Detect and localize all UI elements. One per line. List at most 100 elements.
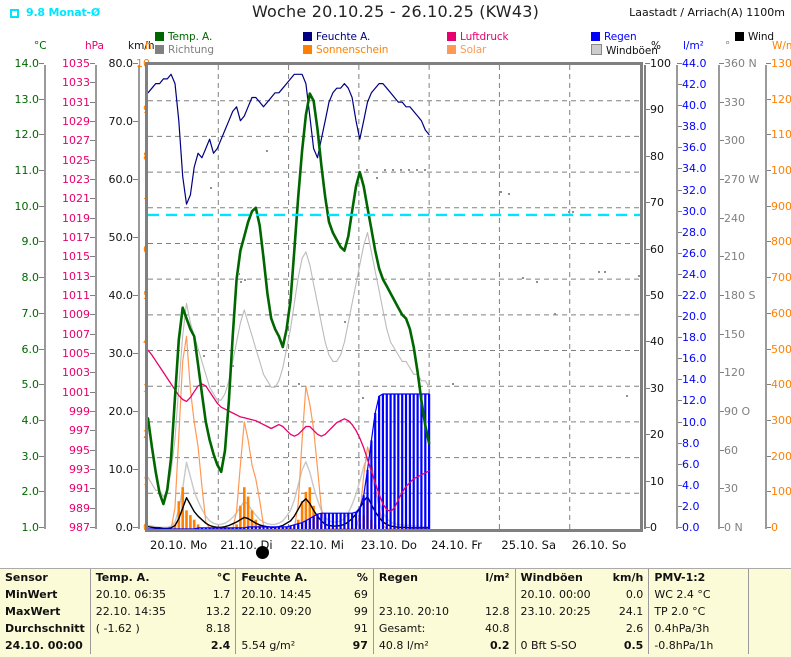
- axis-tick-label: 700: [766, 272, 791, 283]
- table-cell: 2.4: [210, 639, 231, 652]
- legend-label: Feuchte A.: [316, 31, 371, 43]
- axis-tick-label: 1017: [51, 232, 95, 243]
- axis-tick-label: 60: [719, 445, 738, 456]
- x-axis-tick-2: 22.10. Mi: [290, 538, 344, 552]
- axis-tick-label: 40.0: [677, 100, 707, 111]
- table-cell: TP 2.0 °C: [648, 603, 749, 620]
- table-cell: Gesamt:: [372, 620, 470, 637]
- axis-tick-label: 28.0: [677, 227, 707, 238]
- axis-tick-label: 2.0: [0, 486, 44, 497]
- table-row-label: Durchschnitt: [5, 622, 85, 635]
- table-cell: 23.10. 20:25: [514, 603, 607, 620]
- axis-tick-label: 80.0: [94, 58, 138, 69]
- axis-tick-label: 1025: [51, 155, 95, 166]
- x-axis-tick-5: 25.10. Sa: [501, 538, 557, 552]
- axis-tick-label: 8.0: [677, 438, 700, 449]
- axis-tick-label: 300: [766, 415, 791, 426]
- axis-tick-label: 10.0: [94, 464, 138, 475]
- legend-label: Solar: [460, 44, 487, 56]
- legend-label: Temp. A.: [168, 31, 213, 43]
- axis-tick-label: 90 O: [719, 406, 750, 417]
- table-row: 24.10. 00:00 2.4 5.54 g/m² 97 40.8 l/m² 0.2 0 …: [0, 637, 791, 654]
- axis-tick-label: 80: [645, 151, 664, 162]
- axis-tick-label: 3.0: [0, 451, 44, 462]
- axis-tick-label: 1.0: [0, 522, 44, 533]
- table-cell: Regen: [372, 569, 470, 586]
- axis-tick-label: 200: [766, 451, 791, 462]
- legend-swatch-icon: [303, 32, 312, 41]
- legend-swatch-icon: [591, 32, 600, 41]
- table-cell-spacer: [747, 586, 791, 603]
- axis-tick-label: 10: [645, 476, 664, 487]
- weather-chart-plot[interactable]: [145, 62, 643, 532]
- axis-rule: [765, 65, 767, 529]
- axis-tick-label: 26.0: [677, 248, 707, 259]
- table-cell: 0 Bft S-SO: [514, 637, 607, 654]
- table-row: MaxWert 22.10. 14:35 13.2 22.10. 09:20 99 23.…: [0, 603, 791, 620]
- table-cell: 0.4hPa/3h: [648, 620, 749, 637]
- series-regen-cumulative: [148, 393, 430, 529]
- axis-tick-label: 150: [719, 329, 745, 340]
- axis-tick-label: 1003: [51, 367, 95, 378]
- axis-unit-: %: [651, 40, 661, 52]
- legend-label: Windböen: [606, 45, 658, 57]
- axis-unit-lm: l/m²: [683, 40, 704, 52]
- axis-tick-label: 993: [51, 464, 95, 475]
- axis-tick-label: 5.0: [0, 379, 44, 390]
- table-cell: 24.1: [618, 605, 644, 618]
- legend-item-wind[interactable]: Wind: [735, 31, 774, 43]
- legend-label: Wind: [748, 31, 774, 43]
- axis-tick-label: 60.0: [94, 174, 138, 185]
- axis-tick-label: 1029: [51, 116, 95, 127]
- table-cell: PMV-1:2: [648, 569, 749, 586]
- legend-label: Sonnenschein: [316, 44, 389, 56]
- axis-tick-label: 10.0: [677, 417, 707, 428]
- legend-item-regen[interactable]: Regen: [591, 31, 637, 43]
- axis-tick-label: 42.0: [677, 79, 707, 90]
- legend-swatch-icon: [155, 45, 164, 54]
- legend-item-luftdruck[interactable]: Luftdruck: [447, 31, 509, 43]
- axis-tick-label: 12.0: [0, 129, 44, 140]
- table-cell: %: [356, 571, 368, 584]
- axis-tick-label: 14.0: [677, 374, 707, 385]
- axis-tick-label: 24.0: [677, 269, 707, 280]
- axis-tick-label: 44.0: [677, 58, 707, 69]
- table-cell: 20.10. 14:45: [235, 586, 332, 603]
- legend-item-sonnenschein[interactable]: Sonnenschein: [303, 44, 388, 56]
- axis-tick-label: 1015: [51, 251, 95, 262]
- axis-tick-label: 4.0: [677, 480, 700, 491]
- table-cell: [469, 586, 515, 603]
- legend-item-solar[interactable]: Solar: [447, 44, 486, 56]
- legend-item-temp-a[interactable]: Temp. A.: [155, 31, 212, 43]
- axis-unit-: °: [725, 40, 731, 52]
- axis-unit-C: °C: [34, 40, 47, 52]
- table-cell: 5.54 g/m²: [235, 637, 332, 654]
- axis-tick-label: 1023: [51, 174, 95, 185]
- legend-swatch-icon: [155, 32, 164, 41]
- axis-tick-label: 991: [51, 483, 95, 494]
- legend-label: Richtung: [168, 44, 214, 56]
- legend-item-richtung[interactable]: Richtung: [155, 44, 214, 56]
- table-cell: 40.8: [485, 622, 510, 635]
- series-temp: [148, 92, 431, 506]
- axis-rule: [718, 65, 720, 529]
- axis-tick-label: 2.0: [677, 501, 700, 512]
- legend-item-windb-en[interactable]: Windböen: [591, 44, 658, 57]
- table-cell: 91: [353, 622, 368, 635]
- table-cell: [514, 620, 607, 637]
- table-cell-spacer: [747, 637, 791, 654]
- axis-tick-label: 40.0: [94, 290, 138, 301]
- table-cell: 0.5: [623, 639, 644, 652]
- x-axis-tick-3: 23.10. Do: [360, 538, 417, 552]
- axis-tick-label: 240: [719, 213, 745, 224]
- x-axis-tick-0: 20.10. Mo: [150, 538, 208, 552]
- axis-tick-label: 36.0: [677, 142, 707, 153]
- axis-tick-label: 50: [645, 290, 664, 301]
- axis-tick-label: 0.0: [94, 522, 138, 533]
- x-axis-tick-6: 26.10. So: [571, 538, 627, 552]
- legend-item-feuchte-a[interactable]: Feuchte A.: [303, 31, 370, 43]
- axis-tick-label: 987: [51, 522, 95, 533]
- axis-tick-label: 20.0: [677, 311, 707, 322]
- axis-tick-label: 1001: [51, 387, 95, 398]
